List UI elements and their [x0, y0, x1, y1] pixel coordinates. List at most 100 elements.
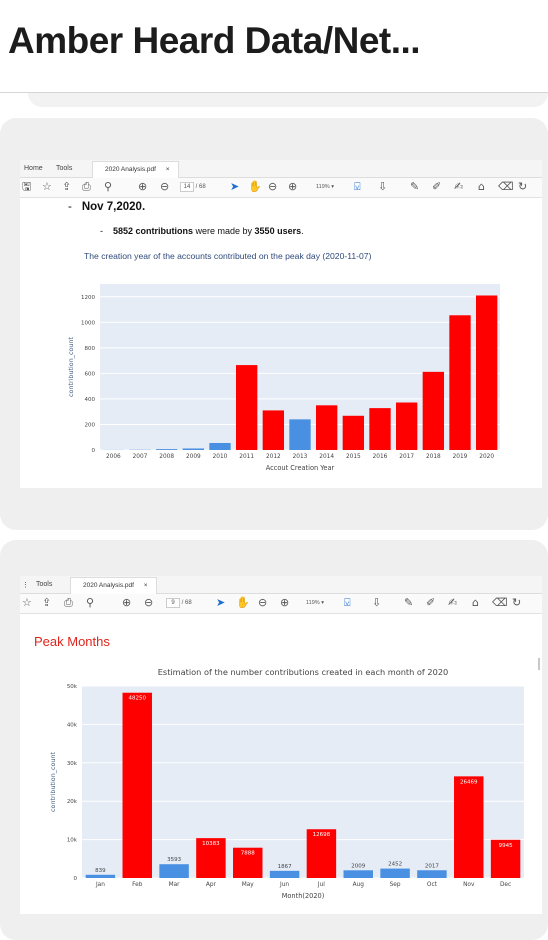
page-down-icon[interactable]: ⊖	[144, 597, 153, 609]
highlight-icon[interactable]: ✐	[426, 597, 435, 609]
star-icon[interactable]: ☆	[22, 597, 32, 609]
comment-icon[interactable]: ✎	[404, 597, 413, 609]
scroll-mode-icon[interactable]: ⇩	[372, 597, 381, 609]
bar	[316, 405, 337, 450]
zoom-select[interactable]: 119% ▾	[306, 598, 336, 609]
y-tick-label: 400	[85, 397, 96, 403]
x-tick-label: 2008	[159, 454, 174, 460]
menu-tools[interactable]: Tools	[36, 581, 52, 588]
sign-icon[interactable]: ✍	[454, 181, 463, 193]
select-cursor-icon[interactable]: ➤	[216, 597, 225, 609]
x-tick-label: 2007	[133, 454, 148, 460]
x-tick-label: Oct	[427, 882, 438, 888]
scrollbar-thumb[interactable]	[538, 658, 540, 670]
zoom-in-icon[interactable]: ⊕	[288, 181, 297, 193]
bar	[396, 402, 417, 450]
bar	[476, 295, 497, 450]
print-icon[interactable]: ⎙	[82, 181, 91, 193]
x-tick-label: Dec	[500, 882, 511, 888]
x-tick-label: 2018	[426, 454, 441, 460]
bar	[380, 869, 409, 878]
x-tick-label: Aug	[353, 882, 365, 888]
data-label: 839	[95, 868, 106, 874]
y-axis-label: contribution_count	[49, 752, 57, 812]
x-tick-label: 2014	[319, 454, 334, 460]
rotate-icon[interactable]: ↻	[518, 181, 527, 193]
data-label: 7888	[241, 851, 255, 857]
hand-icon[interactable]: ✋	[236, 597, 250, 609]
x-tick-label: 2011	[239, 454, 254, 460]
x-tick-label: 2016	[373, 454, 388, 460]
rotate-icon[interactable]: ↻	[512, 597, 521, 609]
y-tick-label: 1200	[81, 295, 95, 301]
page-number-input[interactable]: 14	[180, 182, 194, 192]
stamp-icon[interactable]: ⌂	[472, 597, 479, 609]
delete-icon[interactable]: ⌫	[492, 597, 508, 609]
zoom-out-icon[interactable]: ⊖	[268, 181, 277, 193]
pdf-tab-label: 2020 Analysis.pdf	[105, 166, 156, 173]
bar	[423, 372, 444, 450]
data-label: 1867	[278, 864, 292, 870]
bar	[270, 871, 299, 878]
scroll-mode-icon[interactable]: ⇩	[378, 181, 387, 193]
zoom-search-icon[interactable]: ⚲	[104, 181, 112, 193]
fit-page-icon[interactable]: ⍌	[354, 181, 361, 193]
y-tick-label: 20k	[67, 799, 78, 805]
x-tick-label: Apr	[206, 882, 217, 888]
highlight-icon[interactable]: ✐	[432, 181, 441, 193]
y-tick-label: 0	[74, 876, 78, 882]
x-tick-label: Jun	[279, 882, 289, 888]
menu-tools[interactable]: Tools	[56, 165, 72, 172]
zoom-value: 119%	[306, 600, 320, 606]
bar	[289, 419, 310, 450]
data-label: 9945	[499, 843, 513, 849]
upload-icon[interactable]: ⇪	[42, 597, 51, 609]
x-tick-label: 2006	[106, 454, 121, 460]
zoom-select[interactable]: 119% ▾	[316, 182, 346, 193]
page-down-icon[interactable]: ⊖	[160, 181, 169, 193]
month-bar-chart: 010k20k30k40k50kJan839Feb48250Mar3593Apr…	[20, 660, 542, 914]
data-label: 2452	[388, 862, 402, 868]
save-icon[interactable]: 🖫	[22, 181, 31, 193]
y-axis-label: contribution_count	[67, 337, 75, 397]
data-label: 10383	[202, 841, 220, 847]
stamp-icon[interactable]: ⌂	[478, 181, 485, 193]
pdf-tab[interactable]: 2020 Analysis.pdf ×	[92, 161, 179, 178]
bar	[417, 870, 446, 878]
comment-icon[interactable]: ✎	[410, 181, 419, 193]
tab-close-icon[interactable]: ×	[144, 582, 148, 589]
bar	[449, 315, 470, 450]
select-cursor-icon[interactable]: ➤	[230, 181, 239, 193]
x-tick-label: 2015	[346, 454, 361, 460]
page-total: / 68	[196, 184, 206, 190]
x-tick-label: 2010	[213, 454, 228, 460]
star-icon[interactable]: ☆	[42, 181, 52, 193]
menu-home[interactable]: Home	[24, 165, 43, 172]
page-up-icon[interactable]: ⊕	[138, 181, 147, 193]
tab-close-icon[interactable]: ×	[166, 166, 170, 173]
print-icon[interactable]: ⎙	[64, 597, 73, 609]
zoom-in-icon[interactable]: ⊕	[280, 597, 289, 609]
upload-icon[interactable]: ⇪	[62, 181, 71, 193]
menu-more[interactable]: ⋮	[22, 581, 29, 589]
bar	[263, 410, 284, 450]
x-tick-label: May	[242, 882, 255, 888]
zoom-out-icon[interactable]: ⊖	[258, 597, 267, 609]
zoom-search-icon[interactable]: ⚲	[86, 597, 94, 609]
contribution-stat: -5852 contributions were made by 3550 us…	[100, 226, 304, 236]
bar	[344, 870, 373, 878]
fit-page-icon[interactable]: ⍌	[344, 597, 351, 609]
zoom-value: 119%	[316, 184, 330, 190]
data-label: 48250	[129, 696, 147, 702]
page-up-icon[interactable]: ⊕	[122, 597, 131, 609]
chart-subtitle: The creation year of the accounts contri…	[84, 251, 371, 261]
pdf-tab-label: 2020 Analysis.pdf	[83, 582, 134, 589]
pdf-tab[interactable]: 2020 Analysis.pdf ×	[70, 577, 157, 594]
bar	[86, 875, 115, 878]
page-number-input[interactable]: 9	[166, 598, 180, 608]
sign-icon[interactable]: ✍	[448, 597, 457, 609]
bar	[183, 448, 204, 450]
delete-icon[interactable]: ⌫	[498, 181, 514, 193]
bar	[369, 408, 390, 450]
hand-icon[interactable]: ✋	[248, 181, 262, 193]
